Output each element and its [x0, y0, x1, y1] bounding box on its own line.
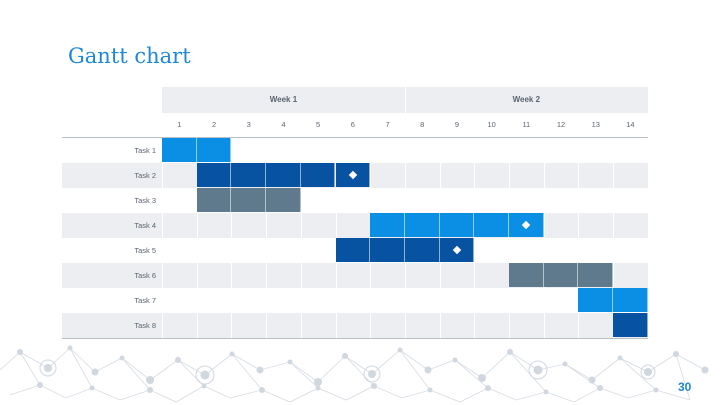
grid-column-line — [266, 138, 268, 338]
gantt-bar-segment — [370, 238, 405, 262]
day-label: 5 — [316, 120, 321, 129]
page-title: Gantt chart — [68, 44, 191, 68]
grid-column-line — [613, 138, 615, 338]
task-label: Task 1 — [134, 146, 156, 155]
day-label: 11 — [522, 120, 531, 129]
grid-column-line — [196, 138, 198, 338]
grid-column-line — [474, 138, 476, 338]
grid-column-line — [647, 138, 649, 338]
task-row — [62, 288, 648, 313]
gantt-bar-segment — [335, 238, 371, 262]
grid-column-line — [300, 138, 302, 338]
gantt-bar-segment — [439, 213, 475, 237]
gantt-bar-segment — [474, 213, 509, 237]
task-label: Task 4 — [134, 221, 156, 230]
gantt-bar-segment — [266, 163, 301, 187]
day-label: 9 — [454, 120, 460, 129]
gantt-bar-segment — [509, 263, 544, 287]
gantt-bar-segment — [404, 213, 440, 237]
gantt-bar-segment — [578, 288, 614, 312]
network-pattern-decoration — [0, 345, 709, 403]
gantt-bar-segment — [300, 163, 336, 187]
week-label: Week 2 — [512, 95, 541, 104]
gantt-bar-segment — [613, 288, 648, 312]
day-label: 10 — [487, 120, 496, 129]
day-label: 6 — [350, 120, 355, 129]
task-row — [62, 313, 648, 338]
task-label: Task 8 — [134, 321, 156, 330]
gantt-bar-segment — [613, 313, 648, 337]
week-divider — [404, 87, 406, 113]
gantt-bar-segment — [196, 163, 232, 187]
task-label: Task 2 — [134, 171, 156, 180]
day-label: 12 — [556, 120, 566, 129]
day-label: 8 — [420, 120, 425, 129]
gantt-bar-segment — [196, 188, 232, 212]
task-label: Task 3 — [134, 196, 156, 205]
page-number: 30 — [678, 380, 692, 394]
gantt-bar-segment — [543, 263, 579, 287]
gantt-bar-segment — [266, 188, 301, 212]
grid-column-line — [231, 138, 233, 338]
gantt-bar-segment — [578, 263, 614, 287]
gantt-bar-segment — [231, 188, 267, 212]
grid-column-line — [162, 138, 163, 338]
grid-column-line — [509, 138, 510, 338]
gantt-bar-segment — [196, 138, 232, 162]
task-row — [62, 213, 648, 238]
grid-column-line — [543, 138, 545, 338]
task-label: Task 5 — [134, 246, 156, 255]
gantt-bar-segment — [162, 138, 197, 162]
task-label: Task 6 — [134, 271, 156, 280]
grid-column-line — [578, 138, 580, 338]
bottom-rule — [62, 338, 648, 339]
day-label: 14 — [626, 120, 635, 129]
week-label: Week 1 — [269, 95, 298, 104]
gantt-bar-segment — [404, 238, 440, 262]
gantt-bar-segment — [231, 163, 267, 187]
task-row — [62, 138, 648, 163]
day-label: 4 — [281, 120, 286, 129]
day-label: 2 — [211, 120, 217, 129]
day-label: 3 — [246, 120, 251, 129]
day-label: 1 — [177, 120, 182, 129]
task-row — [62, 188, 648, 213]
task-label: Task 7 — [134, 296, 156, 305]
day-label: 7 — [385, 120, 390, 129]
header-rule — [62, 137, 648, 138]
day-label: 13 — [591, 120, 600, 129]
gantt-bar-segment — [370, 213, 405, 237]
